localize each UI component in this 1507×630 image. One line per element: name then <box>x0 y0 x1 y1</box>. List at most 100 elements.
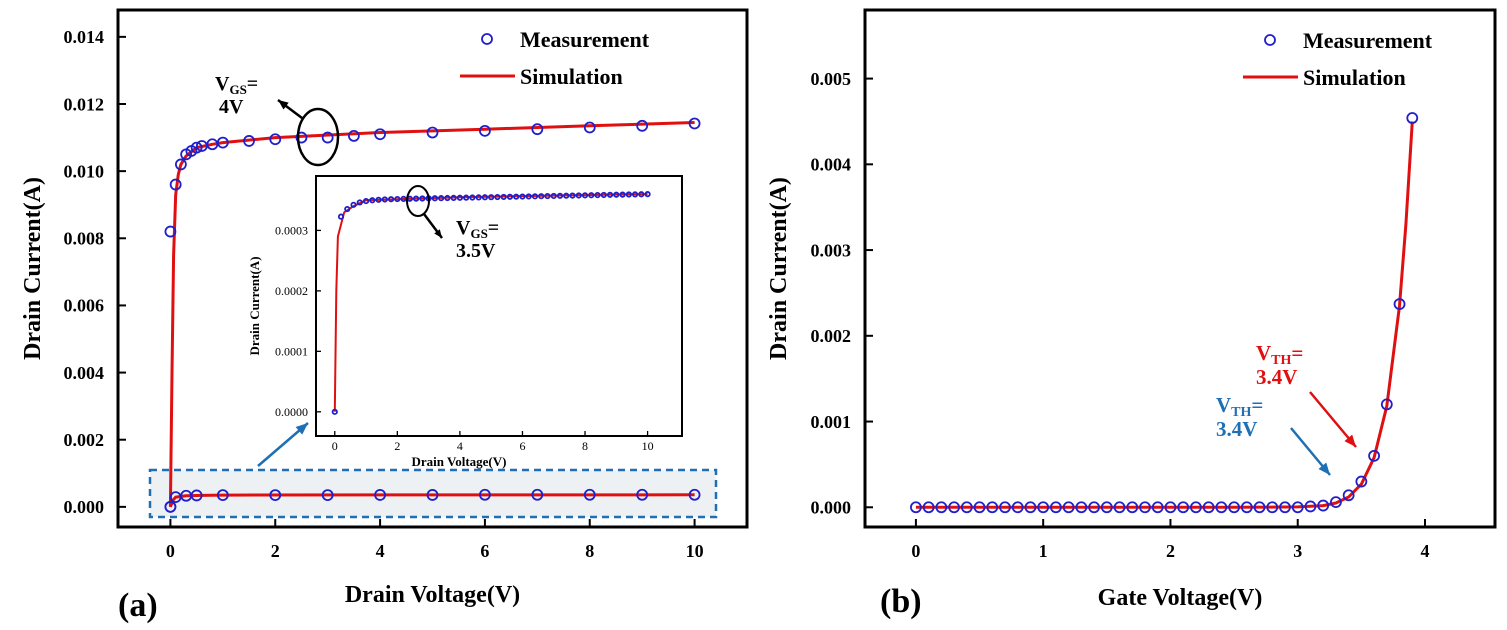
b-y-tick-label: 0.002 <box>811 326 852 346</box>
b-measurement-point <box>1190 501 1202 514</box>
b-measurement-point <box>1406 112 1419 124</box>
a-measurement-point <box>269 489 282 502</box>
a-legend-marker <box>481 33 493 45</box>
b-measurement-point <box>960 501 973 514</box>
inset-x-tick-label: 2 <box>394 439 400 453</box>
inset-y-tick-label: 0.0000 <box>275 405 308 419</box>
inset-measurement-point <box>413 195 420 202</box>
inset-measurement-point <box>394 195 401 203</box>
inset-measurement-point <box>387 196 395 203</box>
a-measurement-point <box>269 133 282 146</box>
b-legend-simulation: Simulation <box>1303 65 1406 90</box>
inset-measurement-point <box>475 194 482 201</box>
a-y-tick-label: 0.004 <box>64 363 105 383</box>
a-measurement-point <box>321 131 334 144</box>
b-vth-meas-arrow-head <box>1318 462 1330 475</box>
a-y-tick-label: 0.006 <box>64 296 105 316</box>
inset-plot-frame <box>315 175 683 437</box>
b-measurement-point <box>1075 501 1088 514</box>
b-measurement-point <box>1266 501 1279 514</box>
a-x-tick-label: 0 <box>166 541 175 561</box>
inset-measurement-point <box>500 193 507 201</box>
inset-x-tick-label: 8 <box>582 439 588 453</box>
b-vth-meas-annotation-value: 3.4V <box>1216 417 1257 441</box>
a-x-tick-label: 8 <box>585 541 594 561</box>
inset-measurement-point <box>481 194 489 201</box>
b-measurement-point <box>1037 501 1050 514</box>
a-measurement-point <box>174 158 187 171</box>
inset-measurement-point <box>456 194 463 201</box>
a-measurement-point <box>374 489 386 501</box>
inset-measurement-point <box>556 192 564 199</box>
a-measurement-point <box>216 136 229 149</box>
a-measurement-point <box>688 117 701 130</box>
inset-measurement-point <box>362 197 370 205</box>
a-inset-background <box>316 176 682 462</box>
a-measurement-point <box>216 489 229 502</box>
a-y-axis-title: Drain Current(A) <box>20 177 46 360</box>
inset-measurement-point <box>337 213 345 220</box>
b-x-axis-title: Gate Voltage(V) <box>1098 585 1263 611</box>
panel-a-chart: 0 2 4 6 8 10 0.000 0.002 0.004 0.006 0.008 0.010 0.0… <box>20 8 749 624</box>
inset-measurement-point <box>525 193 532 200</box>
a-measurement-point <box>583 121 596 134</box>
b-y-axis-title: Drain Current(A) <box>766 177 792 360</box>
inset-measurement-point <box>356 199 363 206</box>
b-vth-sim-arrow-head <box>1344 434 1356 447</box>
a-measurement-point <box>479 124 491 137</box>
inset-x-tick-label: 10 <box>642 439 654 453</box>
b-measurement-point <box>1177 501 1190 514</box>
b-measurement-point <box>986 501 999 514</box>
b-measurement-point <box>1368 449 1380 462</box>
b-measurement-point <box>1113 501 1126 514</box>
a-legend-simulation: Simulation <box>520 64 623 89</box>
panel-b-chart: 0 1 2 3 4 0.000 0.001 0.002 0.003 0.004 0.005 Gate … <box>766 8 1497 620</box>
b-measurement-point <box>1253 501 1266 514</box>
b-panel-label: (b) <box>880 583 922 620</box>
inset-vgs-annotation: VGS= <box>456 217 499 241</box>
a-measurement-point <box>190 489 203 502</box>
b-y-tick-label: 0.003 <box>811 240 852 260</box>
b-measurement-point <box>1330 496 1342 509</box>
a-y-tick-label: 0.000 <box>64 497 105 517</box>
a-y-tick-label: 0.010 <box>64 161 105 181</box>
inset-measurement-point <box>575 192 582 199</box>
inset-measurement-point <box>600 191 607 199</box>
inset-x-tick-label: 0 <box>332 439 338 453</box>
inset-measurement-point <box>544 192 551 200</box>
b-measurement-point <box>1317 499 1330 512</box>
b-measurement-point <box>973 501 986 514</box>
b-x-tick-label: 4 <box>1421 541 1430 561</box>
b-measurement-point <box>1355 475 1368 488</box>
b-measurement-point <box>1062 501 1075 514</box>
b-y-tick-label: 0.005 <box>811 69 852 89</box>
a-y-tick-label: 0.002 <box>64 430 105 450</box>
inset-callout-arrow-head <box>434 229 442 238</box>
b-measurement-point <box>1011 501 1024 514</box>
a-x-tick-label: 4 <box>376 541 385 561</box>
a-y-tick-label: 0.014 <box>64 27 105 47</box>
a-measurement-point <box>374 128 386 141</box>
b-measurement-point <box>1126 501 1139 514</box>
b-simulation-line <box>915 121 1414 509</box>
a-x-tick-label: 10 <box>686 541 704 561</box>
a-panel-label: (a) <box>118 587 158 624</box>
b-x-tick-label: 0 <box>911 541 920 561</box>
b-measurement-point <box>999 501 1011 514</box>
b-measurement-point <box>922 501 935 514</box>
b-measurement-point <box>1291 501 1304 514</box>
a-measurement-point <box>583 488 596 501</box>
a-measurement-point <box>190 141 203 154</box>
a-inset-chart: 0 2 4 6 8 10 0.0000 0.0001 0.0002 0.0003 Drain Vol… <box>247 175 683 469</box>
inset-measurement-point <box>531 193 539 200</box>
inset-measurement-point <box>569 192 576 199</box>
a-measurement-point <box>164 225 177 238</box>
a-y-tick-label: 0.012 <box>64 94 105 114</box>
inset-measurement-point <box>638 191 645 198</box>
inset-measurement-point <box>563 192 570 199</box>
inset-measurement-point <box>538 193 545 200</box>
b-measurement-point <box>1228 501 1240 514</box>
b-measurement-point <box>1342 489 1355 502</box>
b-x-tick-label: 2 <box>1166 541 1175 561</box>
